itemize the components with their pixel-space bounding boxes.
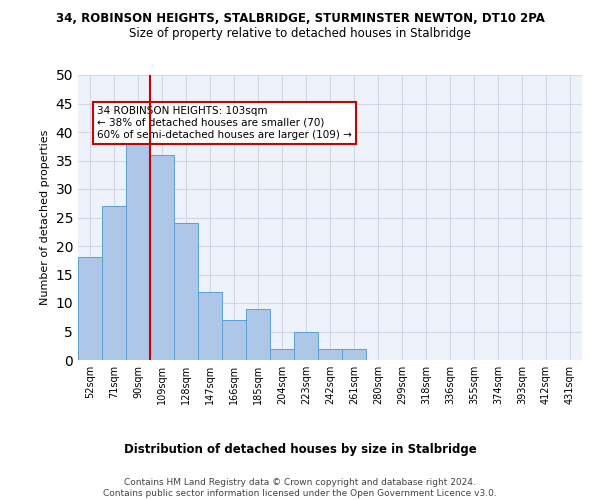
Bar [126, 144, 150, 360]
Bar [198, 292, 222, 360]
Bar [102, 206, 126, 360]
Bar [222, 320, 246, 360]
Bar [342, 348, 366, 360]
Bar [174, 223, 198, 360]
Text: Distribution of detached houses by size in Stalbridge: Distribution of detached houses by size … [124, 442, 476, 456]
Bar [150, 155, 174, 360]
Bar [270, 348, 294, 360]
Bar [318, 348, 342, 360]
Bar [246, 308, 270, 360]
Text: Size of property relative to detached houses in Stalbridge: Size of property relative to detached ho… [129, 28, 471, 40]
Text: 34, ROBINSON HEIGHTS, STALBRIDGE, STURMINSTER NEWTON, DT10 2PA: 34, ROBINSON HEIGHTS, STALBRIDGE, STURMI… [56, 12, 544, 26]
Bar [78, 258, 102, 360]
Bar [294, 332, 318, 360]
Text: Contains HM Land Registry data © Crown copyright and database right 2024.
Contai: Contains HM Land Registry data © Crown c… [103, 478, 497, 498]
Y-axis label: Number of detached properties: Number of detached properties [40, 130, 50, 305]
Text: 34 ROBINSON HEIGHTS: 103sqm
← 38% of detached houses are smaller (70)
60% of sem: 34 ROBINSON HEIGHTS: 103sqm ← 38% of det… [97, 106, 352, 140]
